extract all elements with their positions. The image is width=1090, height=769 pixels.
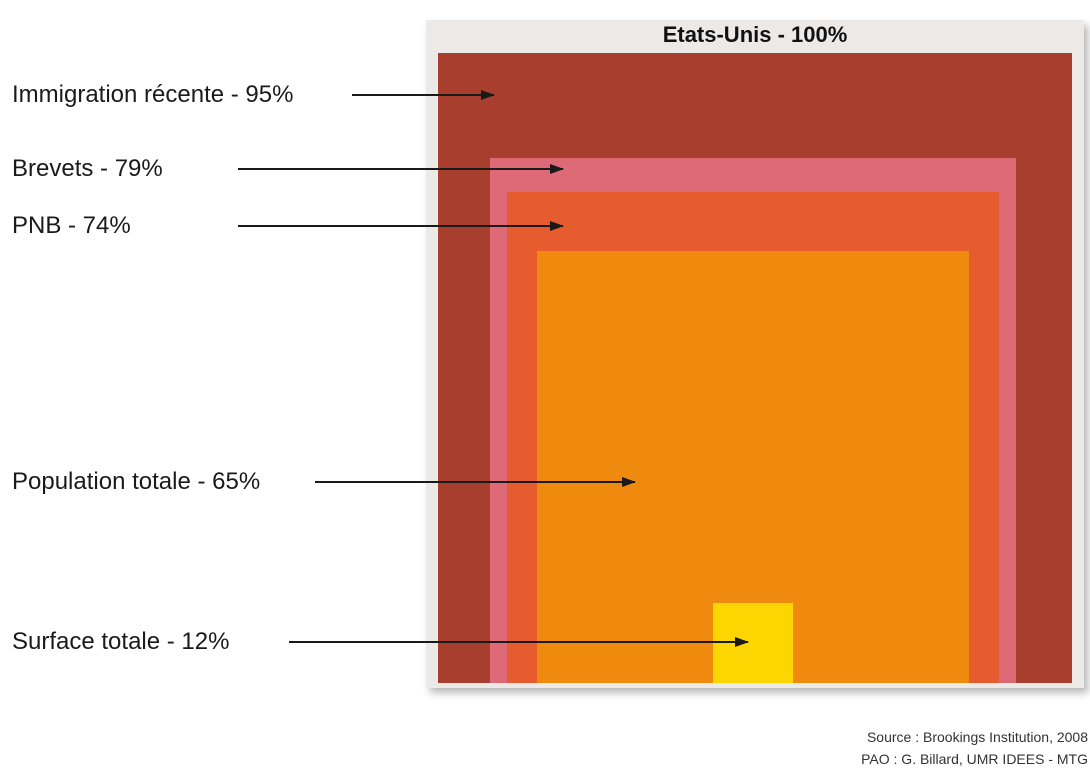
immigration-label: Immigration récente - 95% xyxy=(12,81,294,108)
diagram-title: Etats-Unis - 100% xyxy=(662,22,848,47)
source-credit: Source : Brookings Institution, 2008 xyxy=(866,729,1088,745)
surface-label: Surface totale - 12% xyxy=(12,628,230,655)
population-label: Population totale - 65% xyxy=(12,468,261,495)
gnp-label: PNB - 74% xyxy=(12,212,131,239)
patents-label: Brevets - 79% xyxy=(12,155,163,182)
author-credit: PAO : G. Billard, UMR IDEES - MTG xyxy=(861,751,1088,767)
